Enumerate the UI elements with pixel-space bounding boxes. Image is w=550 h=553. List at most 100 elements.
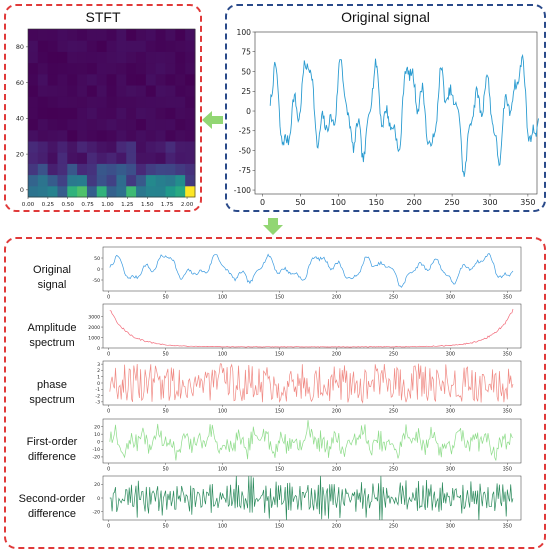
heatmap-cell: [136, 73, 147, 86]
x-tick-label: 150: [275, 524, 284, 530]
heatmap-cell: [116, 62, 127, 75]
heatmap-cell: [116, 141, 127, 153]
heatmap-cell: [57, 129, 68, 142]
heatmap-cell: [57, 107, 68, 120]
heatmap-cell: [126, 163, 137, 176]
heatmap-cell: [145, 185, 157, 198]
heatmap-cell: [96, 40, 108, 52]
heatmap-cell: [106, 40, 117, 52]
heatmap-cell: [77, 62, 88, 75]
heatmap-cell: [106, 163, 117, 176]
heatmap-cell: [136, 118, 147, 131]
heatmap-cell: [86, 174, 98, 187]
heatmap-cell: [37, 163, 49, 176]
heatmap-cell: [28, 163, 39, 176]
heatmap-cell: [96, 129, 108, 142]
x-tick-label: 350: [520, 198, 535, 207]
x-tick-label: 350: [503, 467, 512, 473]
row-plot-frame: [102, 246, 522, 292]
x-tick-label: 200: [332, 409, 341, 415]
heatmap-cell: [136, 185, 147, 198]
heatmap-cell: [77, 107, 88, 120]
row-label-2: phase spectrum: [29, 379, 75, 406]
heatmap-cell: [136, 163, 147, 176]
row-label-4: Second-order difference: [18, 493, 86, 520]
x-tick-label: 0: [107, 409, 110, 415]
x-tick-label: 100: [331, 198, 346, 207]
heatmap-cell: [136, 40, 147, 52]
x-tick-label: 350: [503, 352, 512, 358]
x-tick-label: 250: [389, 467, 398, 473]
x-tick-label: 100: [218, 467, 227, 473]
y-tick-label: 75: [241, 48, 251, 57]
heatmap-cell: [165, 141, 176, 153]
heatmap-cell: [106, 73, 117, 86]
heatmap-cell: [116, 96, 127, 108]
heatmap-cell: [37, 29, 49, 41]
heatmap-cell: [136, 62, 147, 75]
heatmap-cell: [47, 118, 58, 131]
heatmap-cell: [165, 118, 176, 131]
heatmap-cell: [28, 29, 39, 41]
heatmap-cell: [47, 51, 58, 64]
heatmap-cell: [145, 163, 157, 176]
heatmap-cell: [96, 96, 108, 108]
heatmap-cell: [185, 96, 196, 108]
heatmap-cell: [67, 163, 78, 176]
y-tick-label: -20: [92, 510, 100, 516]
heatmap-cell: [67, 185, 78, 198]
x-tick-label: 300: [446, 524, 455, 530]
heatmap-cell: [155, 107, 167, 120]
heatmap-cell: [86, 85, 98, 97]
heatmap-cell: [86, 163, 98, 176]
heatmap-cell: [136, 29, 147, 41]
y-tick-label: 0: [97, 267, 100, 273]
x-tick-label: 350: [503, 524, 512, 530]
heatmap-cell: [47, 185, 58, 198]
y-tick-label: -1: [95, 387, 100, 393]
heatmap-cell: [126, 141, 137, 153]
heatmap-cell: [155, 118, 167, 131]
heatmap-cell: [155, 40, 167, 52]
heatmap-cell: [28, 62, 39, 75]
x-tick-label: 150: [275, 467, 284, 473]
heatmap-cell: [96, 163, 108, 176]
heatmap-cell: [106, 129, 117, 142]
heatmap-cell: [86, 141, 98, 153]
heatmap-cell: [28, 40, 39, 52]
heatmap-cell: [47, 141, 58, 153]
stft-panel: STFT 0.00 0.25 0.50 0.75 1.00 1.25 1.50 1.75 2.0…: [4, 4, 202, 212]
heatmap-cell: [47, 152, 58, 164]
y-tick-label: -75: [239, 166, 252, 175]
x-tick-label: 350: [503, 295, 512, 301]
x-tick-label: 0: [107, 524, 110, 530]
row-series-line: [109, 253, 514, 288]
heatmap-cell: [57, 118, 68, 131]
heatmap-cell: [86, 129, 98, 142]
x-tick-label: 250: [389, 409, 398, 415]
heatmap-cell: [37, 174, 49, 187]
heatmap-cell: [145, 141, 157, 153]
stft-title: STFT: [85, 9, 121, 25]
y-tick-label: -2: [95, 393, 100, 399]
heatmap-cell: [57, 62, 68, 75]
heatmap-cell: [126, 40, 137, 52]
x-tick-label: 250: [389, 524, 398, 530]
x-tick-label: 50: [163, 409, 169, 415]
heatmap-cell: [155, 152, 167, 164]
x-tick-label: 50: [163, 352, 169, 358]
x-tick-label: 250: [389, 295, 398, 301]
heatmap-cell: [96, 174, 108, 187]
y-tick-label: -10: [92, 447, 100, 453]
heatmap-cell: [57, 73, 68, 86]
y-tick-label: -100: [234, 186, 251, 195]
heatmap-cell: [165, 73, 176, 86]
heatmap-cell: [185, 40, 196, 52]
y-tick-label: 20: [94, 482, 100, 488]
x-tick-label: 1.00: [101, 202, 114, 208]
x-tick-label: 50: [295, 198, 305, 207]
heatmap-cell: [67, 129, 78, 142]
heatmap-cell: [116, 129, 127, 142]
heatmap-cell: [28, 129, 39, 142]
heatmap-cell: [136, 129, 147, 142]
